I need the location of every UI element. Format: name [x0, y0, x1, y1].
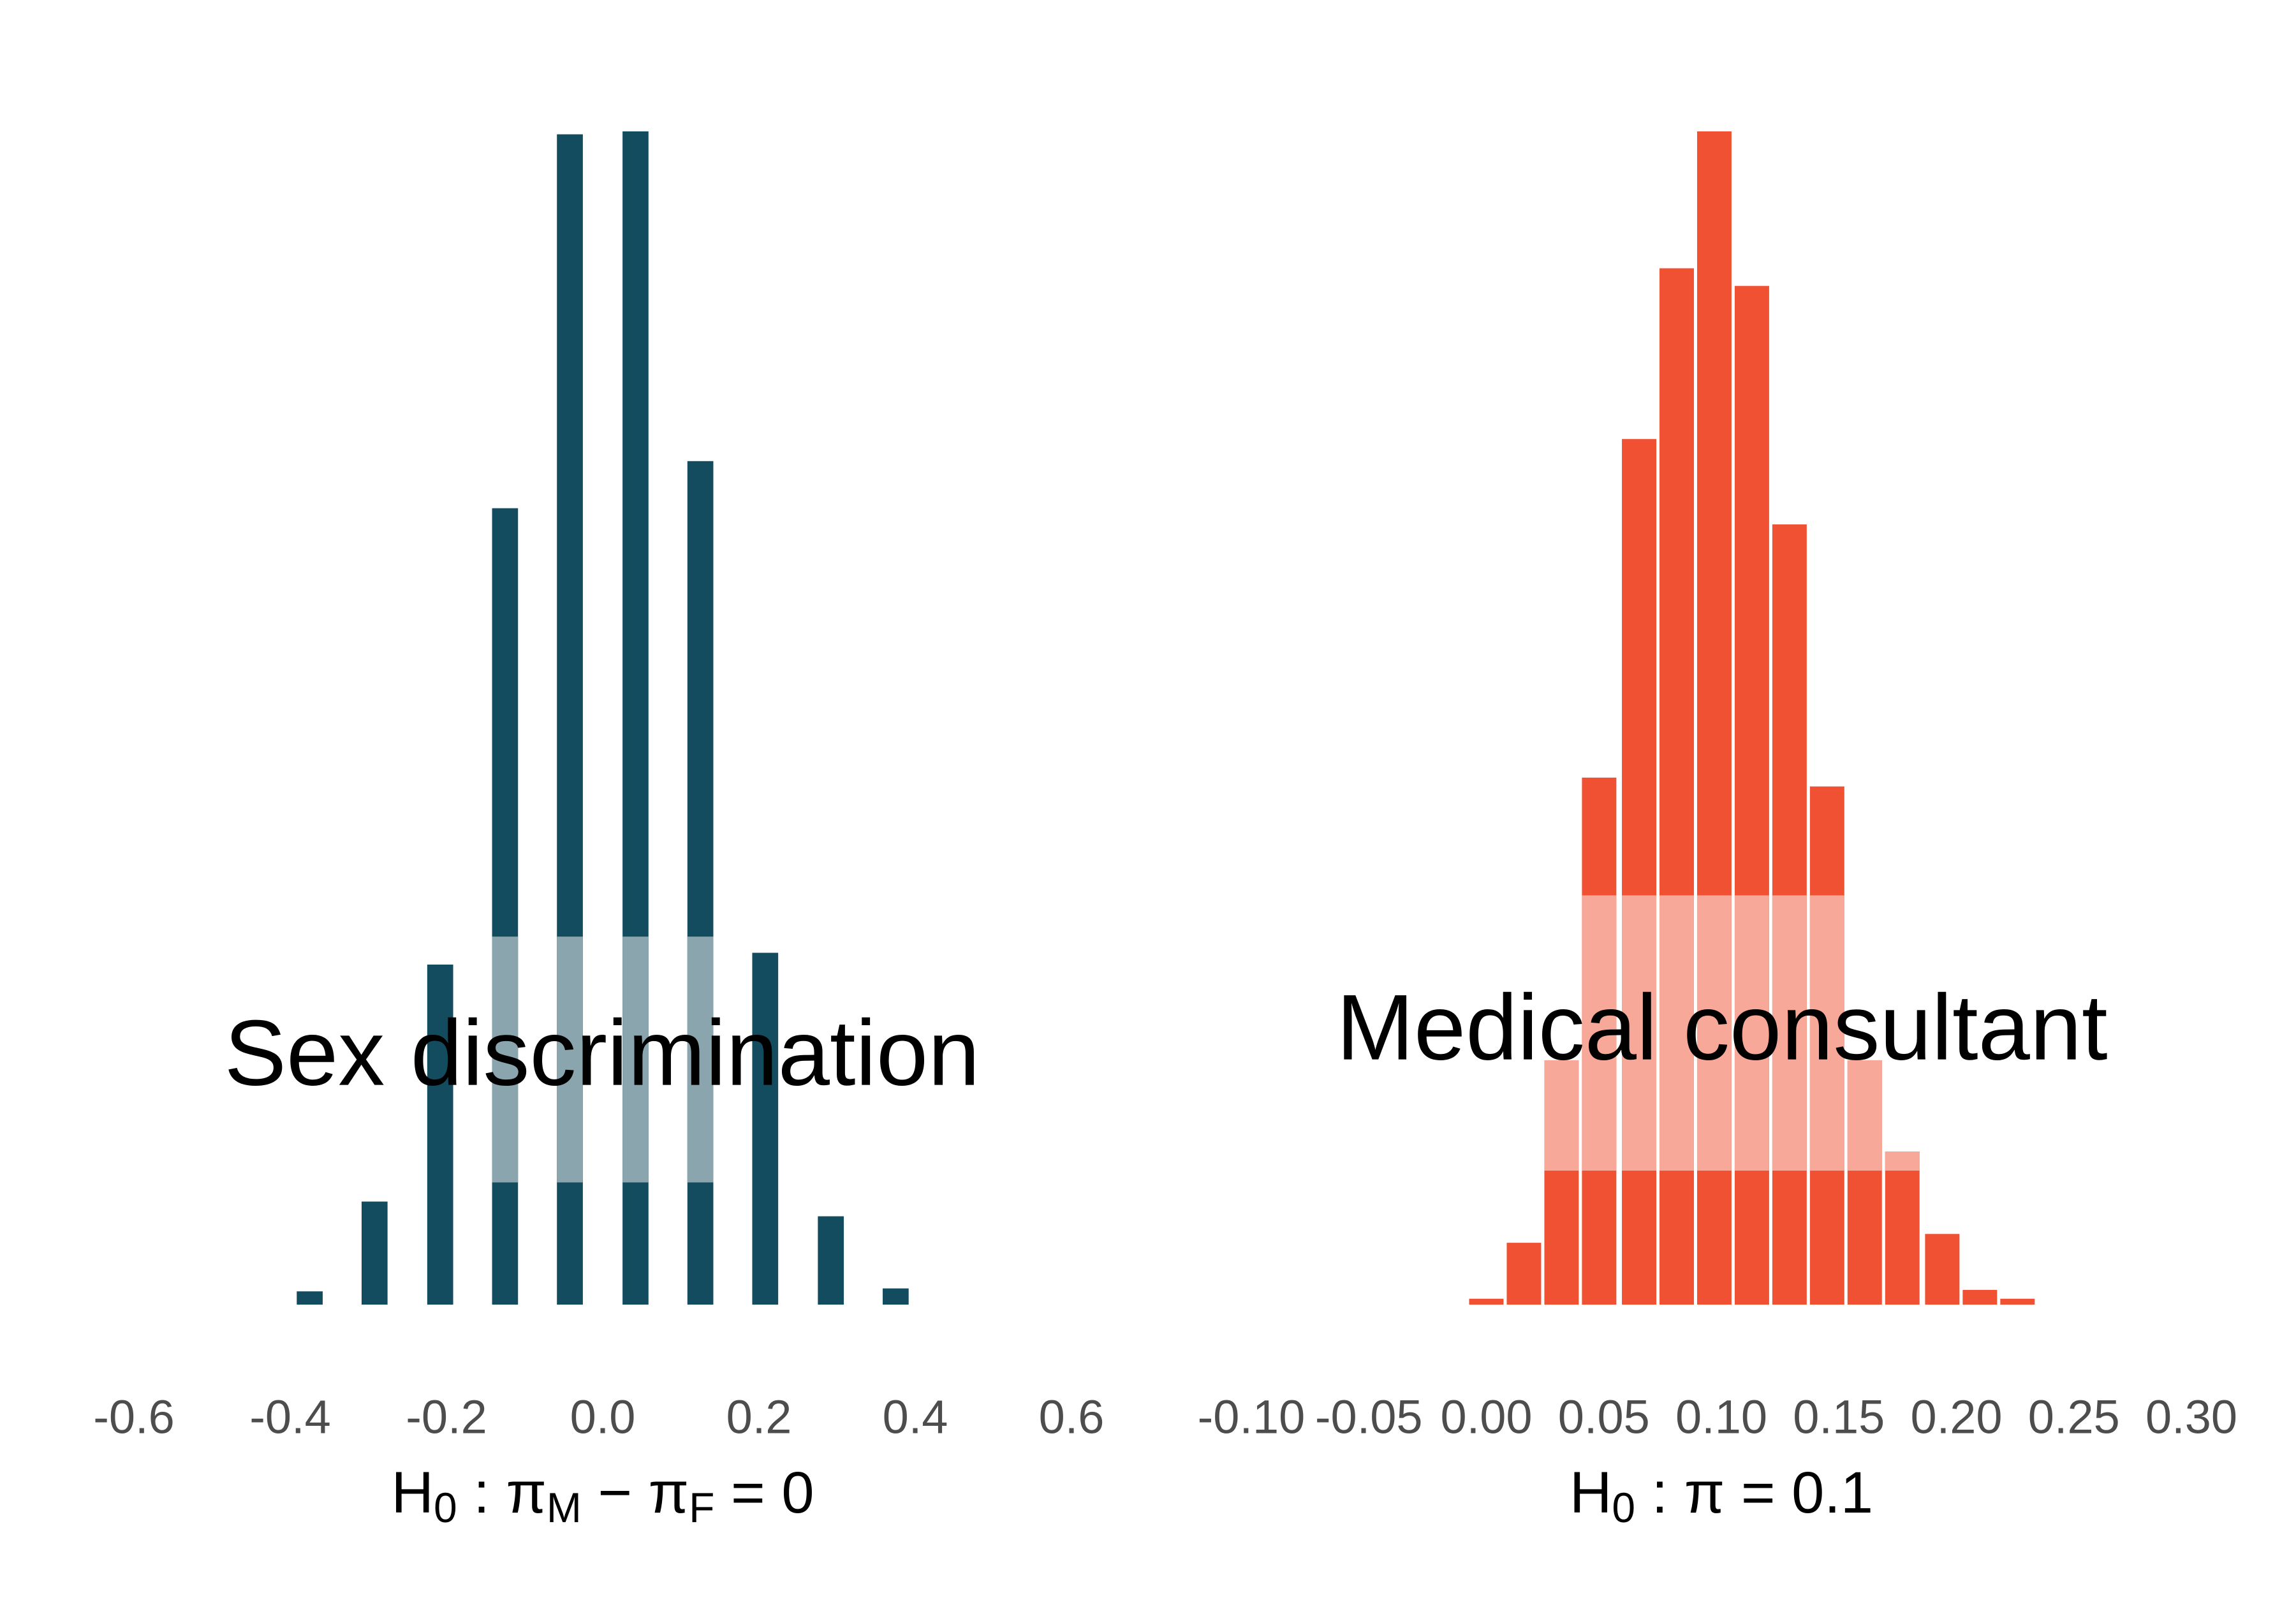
bar: [1885, 1152, 1920, 1305]
x-tick-label: 0.15: [1793, 1391, 1885, 1444]
bar-highlight: [557, 937, 583, 1183]
panel: -0.10 -0.05 0.00 0.05 0.10 0.15 0.20 0.25 0.30 H0…: [1198, 131, 2237, 1531]
x-tick-label: 0.2: [726, 1391, 792, 1444]
x-tick-label: 0.10: [1675, 1391, 1767, 1444]
x-axis-title-part: H: [1570, 1460, 1612, 1525]
x-axis-title-part: 0: [1612, 1484, 1635, 1531]
x-tick-label: 0.00: [1440, 1391, 1532, 1444]
x-axis-title: H0 : π = 0.1: [1570, 1460, 1873, 1531]
x-tick-label: 0.0: [570, 1391, 636, 1444]
bar-highlight: [687, 937, 714, 1183]
x-tick-label: 0.30: [2145, 1391, 2237, 1444]
bar-highlight: [1696, 895, 1732, 1171]
x-tick-label: 0.05: [1558, 1391, 1650, 1444]
bar: [1622, 439, 1657, 1305]
x-axis-title-part: : π: [457, 1460, 547, 1525]
x-tick-label: -0.6: [93, 1391, 175, 1444]
bar: [1506, 1243, 1542, 1305]
bar: [297, 1291, 323, 1305]
bar-highlight: [1544, 1060, 1579, 1171]
bar-highlight: [1809, 895, 1844, 1171]
x-tick-label: 0.20: [1910, 1391, 2002, 1444]
bar: [1469, 1298, 1504, 1305]
bar: [427, 964, 453, 1305]
bar: [1925, 1234, 1960, 1305]
bar-highlight: [1772, 895, 1807, 1171]
x-tick-label: -0.2: [406, 1391, 487, 1444]
bar: [1962, 1289, 1998, 1305]
x-tick-label: 0.4: [883, 1391, 948, 1444]
bar-highlight: [1847, 1060, 1882, 1171]
x-axis-title: H0 : πM − πF = 0: [392, 1460, 814, 1531]
bar-highlight: [1622, 895, 1657, 1171]
bar: [2000, 1298, 2035, 1305]
x-axis-title-part: = 0: [714, 1460, 814, 1525]
x-tick-label: 0.25: [2028, 1391, 2120, 1444]
bar-highlight: [1734, 895, 1769, 1171]
x-axis-title-part: − π: [582, 1460, 689, 1525]
x-axis-title-part: H: [392, 1460, 434, 1525]
x-axis-title-part: : π = 0.1: [1635, 1460, 1873, 1525]
bar: [883, 1288, 909, 1305]
bar: [818, 1216, 844, 1305]
x-axis-title-part: 0: [434, 1484, 457, 1531]
bar-highlight: [492, 937, 519, 1183]
bar-highlight: [622, 937, 649, 1183]
panel: -0.6 -0.4 -0.2 0.0 0.2 0.4 0.6 H0 : πM − πF = 0…: [93, 131, 1105, 1531]
x-axis-title-part: M: [547, 1484, 582, 1531]
x-tick-label: -0.4: [249, 1391, 331, 1444]
panel-title: Sex discrimination: [224, 1001, 980, 1105]
x-axis-title-part: F: [689, 1484, 714, 1531]
bar: [361, 1201, 388, 1305]
bar-highlight: [1582, 895, 1617, 1171]
x-tick-label: 0.6: [1039, 1391, 1105, 1444]
bar: [492, 508, 519, 1305]
x-tick-label: -0.10: [1198, 1391, 1306, 1444]
bar-highlight: [1885, 1152, 1920, 1171]
x-tick-label: -0.05: [1315, 1391, 1423, 1444]
bar: [752, 952, 779, 1305]
bar-highlight: [1659, 895, 1694, 1171]
panel-title: Medical consultant: [1336, 975, 2107, 1079]
